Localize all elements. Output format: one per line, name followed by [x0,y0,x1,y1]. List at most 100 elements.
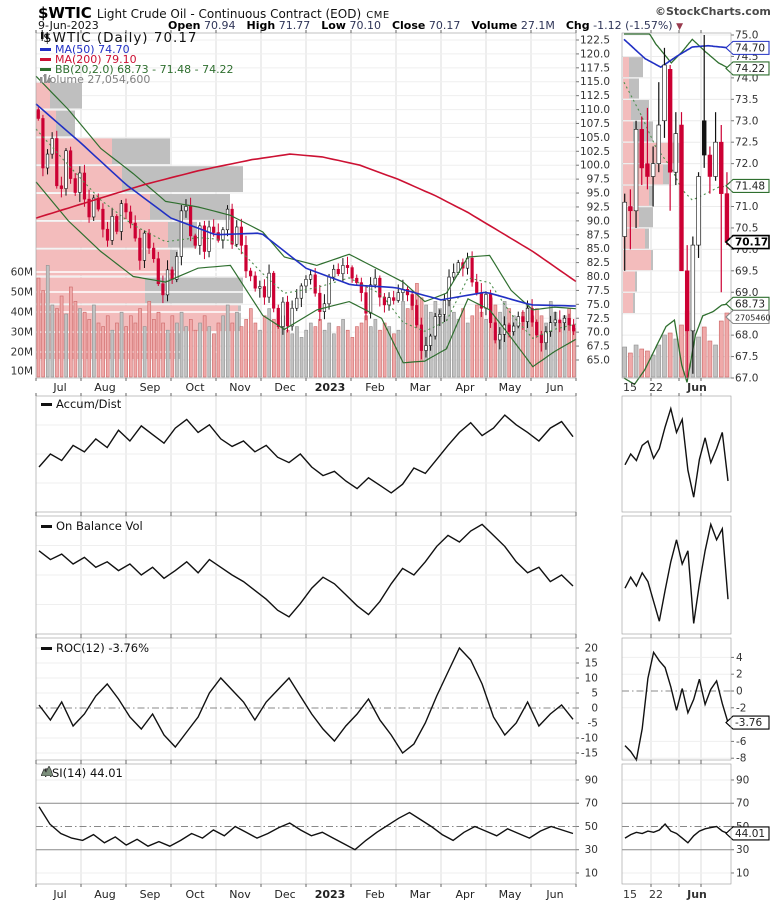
svg-text:Mar: Mar [410,888,431,901]
svg-text:-2: -2 [736,702,746,714]
svg-text:-15: -15 [581,748,598,760]
svg-text:Jun: Jun [545,888,563,901]
svg-text:70.0: 70.0 [587,327,610,339]
chg-label: Chg [565,19,590,32]
main-volume-bars [36,265,576,378]
svg-text:67.5: 67.5 [587,341,610,353]
svg-text:95.0: 95.0 [587,188,610,200]
instrument-title: Light Crude Oil - Continuous Contract (E… [96,7,362,21]
down-triangle-icon: ▼ [676,22,684,32]
svg-text:50: 50 [585,821,598,833]
svg-text:Nov: Nov [229,888,251,901]
svg-text:10: 10 [736,867,749,879]
svg-text:10: 10 [585,867,598,879]
svg-text:May: May [499,888,522,901]
svg-text:74.22: 74.22 [735,63,765,75]
mini-candlesticks [622,35,730,378]
low-value: 70.10 [349,19,381,32]
svg-text:30: 30 [736,844,749,856]
volume-by-price [36,57,681,359]
svg-text:69.5: 69.5 [735,265,758,277]
svg-text:65.0: 65.0 [587,354,610,366]
symbol: $WTIC [38,4,92,22]
svg-text:100.0: 100.0 [580,160,610,172]
svg-text:69.0: 69.0 [735,287,758,299]
svg-text:85.0: 85.0 [587,243,610,255]
svg-text:Feb: Feb [365,888,384,901]
svg-text:Dec: Dec [274,381,295,394]
svg-text:2: 2 [736,669,743,681]
svg-text:5: 5 [591,688,598,700]
high-value: 71.77 [278,19,311,32]
svg-text:75.0: 75.0 [735,30,758,42]
x-axis-labels: Jul Aug Sep Oct Nov Dec 2023 Feb Mar Apr May Jun 15 2… [52,381,707,901]
svg-text:2023: 2023 [315,888,346,901]
exchange: CME [366,10,390,21]
svg-text:-10: -10 [581,733,598,745]
legend-volume: Volume 27,054,600 [40,73,150,86]
close-label: Close [391,19,426,32]
svg-text:Mar: Mar [410,381,431,394]
svg-text:70: 70 [585,798,598,810]
open-label: Open [168,19,201,32]
svg-text:60M: 60M [11,267,33,279]
copyright-link[interactable]: ©StockCharts.com [655,5,770,18]
svg-text:-8: -8 [736,753,746,765]
accumdist-swatch [41,403,52,406]
obv-title: On Balance Vol [41,519,143,533]
svg-text:22: 22 [649,381,663,394]
high-label: High [246,19,276,32]
roc-title: ROC(12) -3.76% [41,641,149,655]
volume-label: Volume [471,19,518,32]
svg-text:97.5: 97.5 [587,174,610,186]
accumdist-title: Accum/Dist [41,397,121,411]
close-value: 70.17 [428,19,461,32]
svg-text:22: 22 [649,888,663,901]
svg-text:105.0: 105.0 [580,132,610,144]
svg-text:75.0: 75.0 [587,299,610,311]
svg-text:72.5: 72.5 [587,313,610,325]
ma50-swatch [40,47,51,51]
main-candlesticks [36,107,576,360]
svg-text:Jun: Jun [686,888,707,901]
svg-text:68.0: 68.0 [735,330,758,342]
svg-text:73.5: 73.5 [735,94,758,106]
svg-text:Nov: Nov [229,381,251,394]
svg-text:72.0: 72.0 [735,158,758,170]
svg-text:67.0: 67.0 [735,373,758,385]
chg-value: -1.12 (-1.57%) [593,19,673,32]
price-callouts: 74.70 74.22 71.48 70.17 68.73 27054600 [724,40,770,325]
svg-text:Apr: Apr [455,381,475,394]
svg-text:27054600: 27054600 [735,314,770,323]
svg-text:71.48: 71.48 [735,180,765,192]
svg-text:Jun: Jun [545,381,563,394]
svg-text:30: 30 [585,844,598,856]
svg-text:Feb: Feb [365,381,384,394]
svg-text:2023: 2023 [315,381,346,394]
svg-text:20: 20 [585,643,598,655]
ma200-swatch [40,57,51,61]
legend-ma50: MA(50) 74.70 [40,43,130,56]
svg-text:0: 0 [591,703,598,715]
svg-text:10: 10 [585,673,598,685]
svg-text:-5: -5 [588,718,598,730]
svg-text:Jul: Jul [52,888,66,901]
rsi-title: RSI(14) 44.01 [41,766,123,780]
chart-header: $WTIC Light Crude Oil - Continuous Contr… [38,3,390,22]
bollinger-bands [35,75,577,368]
svg-text:70: 70 [736,798,749,810]
svg-text:44.01: 44.01 [735,828,765,840]
svg-text:15: 15 [585,658,598,670]
svg-text:Oct: Oct [185,888,205,901]
svg-text:-3.76: -3.76 [735,717,762,729]
volume-value: 27.1M [520,19,555,32]
svg-text:112.5: 112.5 [580,90,610,102]
svg-text:Apr: Apr [455,888,475,901]
svg-text:90: 90 [736,774,749,786]
svg-text:Dec: Dec [274,888,295,901]
moving-averages [35,103,577,307]
